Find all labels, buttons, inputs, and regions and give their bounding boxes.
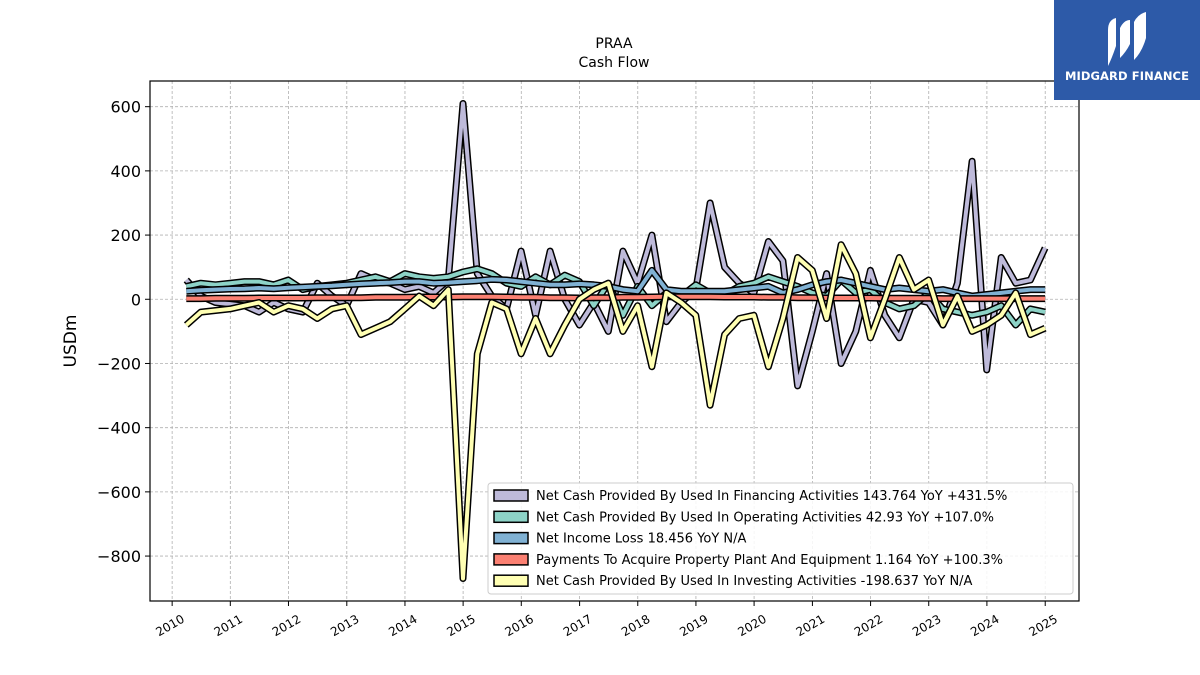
- x-tick-label: 2010: [153, 612, 186, 639]
- series-2: [186, 266, 1046, 300]
- logo-text: MIDGARD FINANCE: [1064, 69, 1190, 83]
- x-tick-label: 2013: [328, 612, 361, 639]
- x-tick-label: 2020: [735, 612, 768, 639]
- legend-entry: Net Cash Provided By Used In Operating A…: [536, 510, 994, 525]
- legend-entry: Payments To Acquire Property Plant And E…: [536, 553, 1003, 568]
- y-tick-label: −200: [97, 354, 141, 373]
- y-tick-label: −800: [97, 547, 141, 566]
- midgard-finance-logo: MIDGARD FINANCE: [1054, 0, 1200, 100]
- legend: Net Cash Provided By Used In Financing A…: [487, 482, 1074, 595]
- x-tick-label: 2016: [503, 612, 536, 639]
- legend-swatch: [493, 489, 529, 502]
- x-tick-label: 2011: [212, 612, 245, 639]
- legend-frame: [487, 482, 1074, 595]
- legend-swatch: [493, 574, 529, 587]
- x-tick-label: 2018: [619, 612, 652, 639]
- series-line-outline: [183, 100, 1049, 390]
- legend-entry: Net Cash Provided By Used In Investing A…: [536, 574, 973, 589]
- plot-frame: [149, 80, 1080, 602]
- y-tick-label: −400: [97, 419, 141, 438]
- legend-swatch: [493, 531, 529, 545]
- series-4: [183, 241, 1047, 582]
- x-tick-label: 2015: [444, 612, 477, 639]
- x-tick-label: 2017: [561, 612, 594, 639]
- x-tick-label: 2019: [677, 612, 710, 639]
- chart-subtitle: Cash Flow: [579, 55, 650, 71]
- y-tick-label: −600: [97, 483, 141, 502]
- x-tick-label: 2021: [794, 612, 827, 639]
- series-line: [184, 242, 1046, 581]
- x-tick-label: 2024: [968, 612, 1001, 639]
- series-line: [184, 101, 1047, 388]
- x-tick-label: 2025: [1026, 612, 1059, 639]
- y-tick-label: 200: [110, 226, 141, 245]
- legend-entry: Net Income Loss 18.456 YoY N/A: [536, 532, 747, 547]
- legend-swatch: [493, 510, 529, 524]
- x-tick-label: 2014: [386, 612, 419, 639]
- x-axis: 2010 2011 2012 2013 2014 2015 2016 2017 2018 2019…: [153, 601, 1060, 639]
- y-axis: 600 400 200 0 −200 −400 −600 −800: [97, 98, 150, 566]
- logo-mark-icon: [1108, 12, 1146, 66]
- y-tick-label: 0: [131, 290, 141, 309]
- y-tick-label: 400: [110, 162, 141, 181]
- legend-entry: Net Cash Provided By Used In Financing A…: [536, 489, 1007, 504]
- series-0: [183, 100, 1049, 390]
- series-line: [186, 268, 1046, 299]
- legend-swatch: [493, 553, 529, 566]
- y-axis-label: USDm: [61, 315, 81, 368]
- x-tick-label: 2022: [852, 612, 885, 639]
- x-tick-label: 2023: [910, 612, 943, 639]
- y-tick-label: 600: [110, 98, 141, 117]
- series-layer: [183, 100, 1049, 582]
- chart-title: PRAA: [595, 36, 633, 52]
- x-tick-label: 2012: [270, 612, 303, 639]
